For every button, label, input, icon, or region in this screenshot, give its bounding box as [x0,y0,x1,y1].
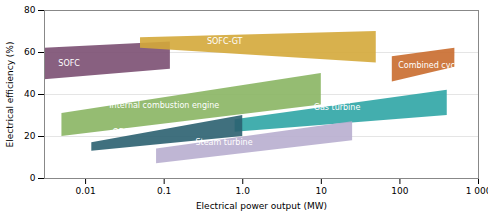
svg-text:Steam turbine: Steam turbine [195,138,252,147]
svg-text:Electrical power output (MW): Electrical power output (MW) [196,201,327,211]
svg-text:0.01: 0.01 [76,186,96,196]
svg-text:100: 100 [391,186,408,196]
svg-text:SOFC-GT: SOFC-GT [207,37,243,46]
svg-text:ORC: ORC [112,128,129,137]
svg-text:Electrical efficiency (%): Electrical efficiency (%) [5,42,15,148]
svg-text:60: 60 [24,47,36,57]
svg-text:10: 10 [316,186,328,196]
svg-text:Internal combustion engine: Internal combustion engine [109,101,219,110]
svg-text:0.1: 0.1 [157,186,171,196]
svg-text:Gas turbine: Gas turbine [314,103,361,112]
svg-text:SOFC: SOFC [58,59,80,68]
svg-text:40: 40 [24,89,36,99]
svg-text:0: 0 [30,173,36,183]
svg-text:1.0: 1.0 [236,186,251,196]
svg-text:1 000: 1 000 [466,186,488,196]
svg-text:Combined cycle: Combined cycle [398,61,462,70]
svg-text:20: 20 [24,131,36,141]
svg-text:80: 80 [24,5,36,15]
